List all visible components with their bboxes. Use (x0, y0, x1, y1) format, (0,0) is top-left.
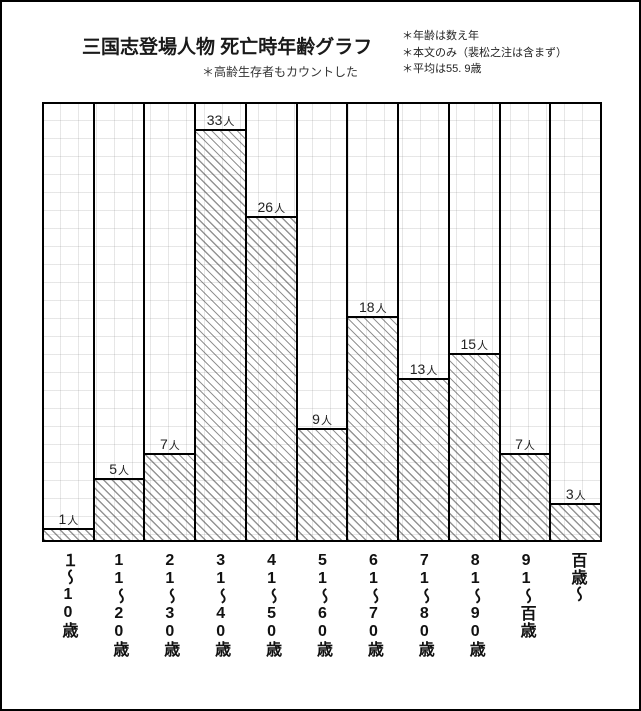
chart-bar: 15人 (450, 353, 499, 540)
bar-value-label: 9人 (298, 411, 347, 430)
chart-column: 3人 (549, 102, 602, 540)
note-line: ＊年齢は数え年 (402, 28, 567, 45)
bar-value-label: 1人 (44, 511, 93, 530)
bar-value-label: 7人 (501, 436, 550, 455)
chart-column: 1人 (42, 102, 93, 540)
chart-bar: 1人 (44, 528, 93, 540)
chart-bar: 13人 (399, 378, 448, 540)
chart-bar: 33人 (196, 129, 245, 540)
x-axis-category-text: 31～40歳 (208, 546, 232, 658)
bar-value-label: 7人 (145, 436, 194, 455)
x-axis-category: 百歳～ (551, 546, 602, 663)
chart-column: 33人 (194, 102, 245, 540)
chart-plot-area: 1人5人7人33人26人9人18人13人15人7人3人 (42, 102, 602, 542)
chart-bar: 9人 (298, 428, 347, 540)
x-axis-category: 21～30歳 (144, 546, 195, 663)
chart-notes: ＊年齢は数え年 ＊本文のみ（裴松之注は含まず） ＊平均は55. 9歳 (402, 28, 567, 78)
x-axis-category: 51～60歳 (297, 546, 348, 663)
chart-column: 7人 (143, 102, 194, 540)
bar-value-label: 26人 (247, 199, 296, 218)
x-axis-category-text: 21～30歳 (157, 546, 181, 658)
chart-column: 5人 (93, 102, 144, 540)
note-line: ＊本文のみ（裴松之注は含まず） (402, 45, 567, 62)
bar-value-label: 33人 (196, 112, 245, 131)
bar-value-label: 13人 (399, 361, 448, 380)
x-axis-category: 81～90歳 (449, 546, 500, 663)
x-axis-category-text: 51～60歳 (310, 546, 334, 658)
chart-bar: 7人 (501, 453, 550, 540)
chart-column: 18人 (346, 102, 397, 540)
x-axis-category: 31～40歳 (195, 546, 246, 663)
x-axis-category-text: 百歳～ (565, 546, 589, 603)
x-axis-category-text: 11～20歳 (106, 546, 130, 658)
x-axis-category-text: 81～90歳 (463, 546, 487, 658)
x-axis-labels: １～10歳 11～20歳 21～30歳 31～40歳 41～50歳 51～60歳 61～70… (42, 546, 602, 663)
x-axis-category: 11～20歳 (93, 546, 144, 663)
x-axis-category: 91～百歳 (500, 546, 551, 663)
chart-column: 13人 (397, 102, 448, 540)
bar-value-label: 5人 (95, 461, 144, 480)
chart-column: 26人 (245, 102, 296, 540)
x-axis-category: 61～70歳 (347, 546, 398, 663)
bar-value-label: 18人 (348, 299, 397, 318)
x-axis-category-text: 61～70歳 (361, 546, 385, 658)
x-axis-category: １～10歳 (42, 546, 93, 663)
chart-column: 7人 (499, 102, 550, 540)
note-line: ＊平均は55. 9歳 (402, 61, 567, 78)
x-axis-category-text: 91～百歳 (514, 546, 538, 639)
x-axis-category-text: 71～80歳 (412, 546, 436, 658)
x-axis-category-text: １～10歳 (55, 546, 79, 639)
bar-value-label: 15人 (450, 336, 499, 355)
bar-value-label: 3人 (551, 486, 600, 505)
x-axis-category: 71～80歳 (398, 546, 449, 663)
chart-columns: 1人5人7人33人26人9人18人13人15人7人3人 (42, 102, 602, 540)
chart-bar: 26人 (247, 216, 296, 540)
chart-bar: 18人 (348, 316, 397, 540)
chart-bar: 7人 (145, 453, 194, 540)
chart-bar: 3人 (551, 503, 600, 540)
chart-column: 15人 (448, 102, 499, 540)
chart-column: 9人 (296, 102, 347, 540)
x-axis-category: 41～50歳 (246, 546, 297, 663)
chart-bar: 5人 (95, 478, 144, 540)
x-axis-category-text: 41～50歳 (259, 546, 283, 658)
